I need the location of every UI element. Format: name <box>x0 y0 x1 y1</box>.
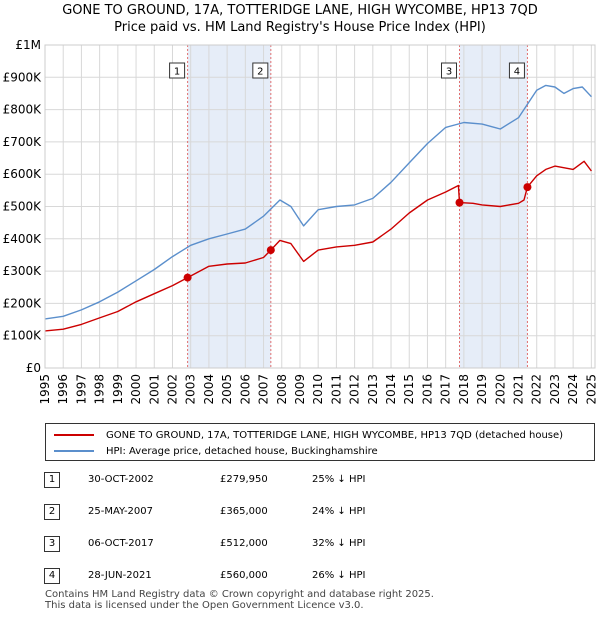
sale-point-3 <box>455 198 464 207</box>
sale-hpi-diff: 25% ↓ HPI <box>312 474 366 485</box>
x-tick-label: 2014 <box>384 374 398 405</box>
sale-hpi-diff: 24% ↓ HPI <box>312 506 366 517</box>
sale-price: £560,000 <box>220 570 268 581</box>
x-tick-label: 2017 <box>439 374 453 405</box>
x-tick-label: 2016 <box>420 374 434 405</box>
y-tick-label: £0 <box>26 361 41 375</box>
x-tick-label: 1995 <box>38 374 52 405</box>
table-row: 3 06-OCT-2017 £512,000 32% ↓ HPI <box>44 534 464 554</box>
sale-hpi-diff: 26% ↓ HPI <box>312 570 366 581</box>
legend-label-property: GONE TO GROUND, 17A, TOTTERIDGE LANE, HI… <box>106 429 564 441</box>
x-tick-label: 2001 <box>147 374 161 405</box>
y-tick-label: £900K <box>3 70 43 84</box>
chart-title-line1: GONE TO GROUND, 17A, TOTTERIDGE LANE, HI… <box>62 3 538 18</box>
x-tick-label: 2008 <box>275 374 289 405</box>
table-row: 4 28-JUN-2021 £560,000 26% ↓ HPI <box>44 566 464 586</box>
hpi-series-line <box>44 84 592 320</box>
x-tick-label: 2004 <box>202 374 216 405</box>
x-tick-label: 2007 <box>257 374 271 405</box>
x-tick-label: 2015 <box>402 374 416 405</box>
x-tick-label: 2000 <box>129 374 143 405</box>
sale-point-2 <box>266 246 275 255</box>
x-tick-label: 2020 <box>493 374 507 405</box>
x-tick-label: 2009 <box>293 374 307 405</box>
x-tick-label: 2010 <box>311 374 325 405</box>
y-tick-label: £700K <box>3 135 43 149</box>
x-tick-label: 2021 <box>512 374 526 405</box>
sale-label-4: 4 <box>514 67 520 78</box>
sale-number: 3 <box>44 536 60 552</box>
legend-line-hpi <box>54 450 94 452</box>
x-tick-label: 2013 <box>366 374 380 405</box>
y-tick-label: £800K <box>3 103 43 117</box>
sale-date: 28-JUN-2021 <box>88 570 152 581</box>
chart-title-line2: Price paid vs. HM Land Registry's House … <box>114 20 486 35</box>
x-tick-label: 2005 <box>220 374 234 405</box>
x-tick-label: 2002 <box>165 374 179 405</box>
x-tick-label: 2019 <box>475 374 489 405</box>
y-tick-label: £600K <box>3 167 43 181</box>
x-tick-label: 1999 <box>111 374 125 405</box>
sale-price: £512,000 <box>220 538 268 549</box>
x-tick-label: 2003 <box>184 374 198 405</box>
sale-number: 2 <box>44 504 60 520</box>
sale-label-2: 2 <box>257 67 263 78</box>
sale-point-1 <box>183 273 192 282</box>
sale-point-4 <box>523 183 532 192</box>
y-tick-label: £100K <box>3 329 43 343</box>
sale-date: 06-OCT-2017 <box>88 538 154 549</box>
legend-item-property: GONE TO GROUND, 17A, TOTTERIDGE LANE, HI… <box>54 427 563 443</box>
sale-number: 4 <box>44 568 60 584</box>
plot-frame <box>44 44 596 369</box>
table-row: 2 25-MAY-2007 £365,000 24% ↓ HPI <box>44 502 464 522</box>
legend: GONE TO GROUND, 17A, TOTTERIDGE LANE, HI… <box>45 423 595 461</box>
sale-label-box-4 <box>508 62 525 79</box>
y-tick-label: £300K <box>3 264 43 278</box>
legend-label-hpi: HPI: Average price, detached house, Buck… <box>106 445 378 457</box>
x-tick-label: 2024 <box>566 374 580 405</box>
price-chart: £0 £100K £200K £300K £400K £500K £600K £700K £80… <box>3 38 599 405</box>
y-tick-label: £1M <box>15 38 41 52</box>
footer-copyright: Contains HM Land Registry data © Crown c… <box>45 589 434 600</box>
sale-number: 1 <box>44 472 60 488</box>
property-series-line <box>44 160 592 332</box>
sale-label-box-2 <box>252 62 269 79</box>
sale-label-1: 1 <box>174 67 180 78</box>
legend-line-property <box>54 434 94 436</box>
sale-date: 25-MAY-2007 <box>88 506 154 517</box>
sale-label-box-1 <box>169 62 186 79</box>
y-tick-label: £200K <box>3 296 43 310</box>
sale-date: 30-OCT-2002 <box>88 474 154 485</box>
x-tick-label: 1996 <box>56 374 70 405</box>
x-tick-label: 2022 <box>530 374 544 405</box>
x-tick-label: 2023 <box>548 374 562 405</box>
x-tick-label: 1997 <box>74 374 88 405</box>
legend-item-hpi: HPI: Average price, detached house, Buck… <box>54 443 378 459</box>
x-tick-label: 2018 <box>457 374 471 405</box>
sale-hpi-diff: 32% ↓ HPI <box>312 538 366 549</box>
footer-licence: This data is licensed under the Open Gov… <box>45 600 364 611</box>
sale-label-box-3 <box>441 62 458 79</box>
x-tick-label: 2025 <box>584 374 598 405</box>
x-tick-label: 2012 <box>348 374 362 405</box>
y-tick-label: £500K <box>3 200 43 214</box>
x-tick-label: 2006 <box>238 374 252 405</box>
y-tick-label: £400K <box>3 232 43 246</box>
sale-price: £365,000 <box>220 506 268 517</box>
table-row: 1 30-OCT-2002 £279,950 25% ↓ HPI <box>44 470 464 490</box>
sale-price: £279,950 <box>220 474 268 485</box>
x-tick-label: 1998 <box>93 374 107 405</box>
x-tick-label: 2011 <box>329 374 343 405</box>
sale-label-3: 3 <box>446 67 452 78</box>
